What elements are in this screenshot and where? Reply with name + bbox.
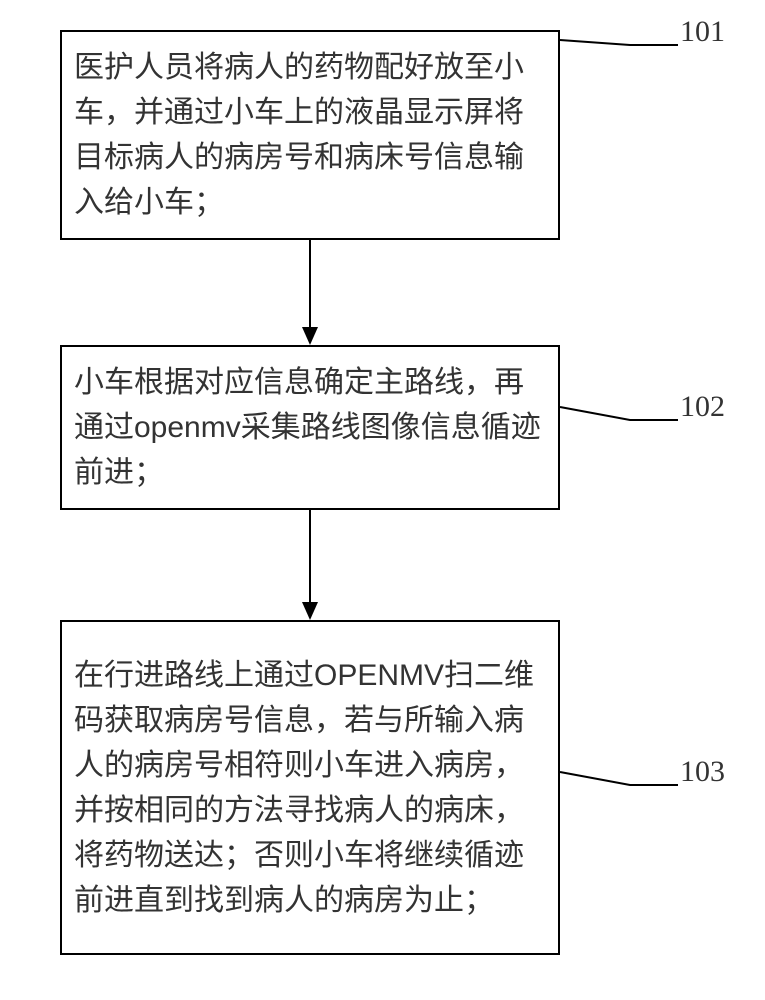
- flow-node-text: 在行进路线上通过OPENMV扫二维码获取病房号信息，若与所输入病人的病房号相符则…: [62, 645, 558, 931]
- callout-label-102: 102: [680, 390, 725, 424]
- callout-label-101: 101: [680, 15, 725, 49]
- callout-label-103: 103: [680, 755, 725, 789]
- flow-node-text: 医护人员将病人的药物配好放至小车，并通过小车上的液晶显示屏将目标病人的病房号和病…: [62, 37, 558, 233]
- flow-node-n101: 医护人员将病人的药物配好放至小车，并通过小车上的液晶显示屏将目标病人的病房号和病…: [60, 30, 560, 240]
- flow-node-n103: 在行进路线上通过OPENMV扫二维码获取病房号信息，若与所输入病人的病房号相符则…: [60, 620, 560, 955]
- flow-node-n102: 小车根据对应信息确定主路线，再通过openmv采集路线图像信息循迹前进；: [60, 345, 560, 510]
- flow-node-text: 小车根据对应信息确定主路线，再通过openmv采集路线图像信息循迹前进；: [62, 352, 558, 503]
